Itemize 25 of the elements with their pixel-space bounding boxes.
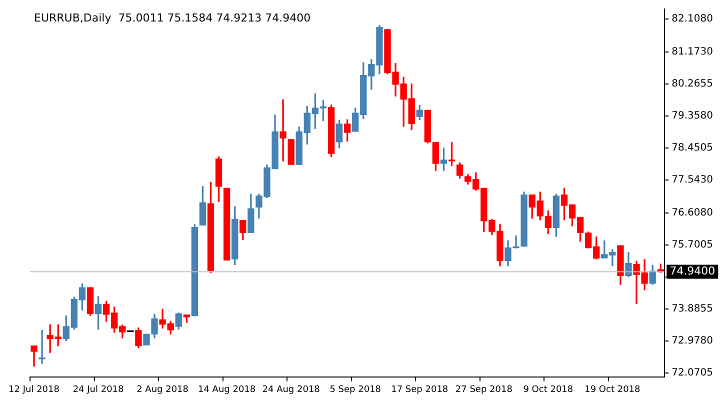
y-tick-label: 73.8855	[672, 304, 714, 315]
y-tick-label: 75.7005	[672, 240, 714, 251]
candlestick	[38, 330, 46, 364]
y-tick-label: 72.0705	[672, 368, 714, 379]
x-tick-label: 24 Aug 2018	[262, 384, 320, 395]
y-tick-label: 80.2655	[672, 78, 714, 90]
x-tick-label: 27 Sep 2018	[455, 384, 513, 395]
y-tick-label: 76.6080	[672, 208, 714, 219]
ref-line-label: 74.9400	[670, 264, 716, 278]
candlestick	[280, 99, 286, 162]
y-tick-label: 82.1080	[672, 14, 714, 25]
x-tick-label: 24 Jul 2018	[72, 384, 124, 395]
x-tick-label: 5 Sep 2018	[330, 384, 382, 395]
y-tick-label: 78.4505	[672, 142, 714, 154]
chart-title: EURRUB,Daily 75.0011 75.1584 74.9213 74.9400	[34, 11, 311, 24]
y-tick-label: 77.5430	[672, 174, 714, 186]
y-tick-label: 79.3580	[672, 110, 714, 122]
y-tick-label: 72.9780	[672, 336, 714, 347]
x-tick-label: 14 Aug 2018	[198, 384, 256, 395]
x-tick-label: 19 Oct 2018	[584, 384, 641, 395]
x-tick-label: 17 Sep 2018	[391, 384, 448, 395]
x-tick-label: 2 Aug 2018	[136, 384, 189, 395]
x-tick-label: 9 Oct 2018	[523, 384, 574, 395]
y-tick-label: 81.1730	[672, 46, 714, 58]
x-tick-label: 12 Jul 2018	[8, 384, 60, 395]
